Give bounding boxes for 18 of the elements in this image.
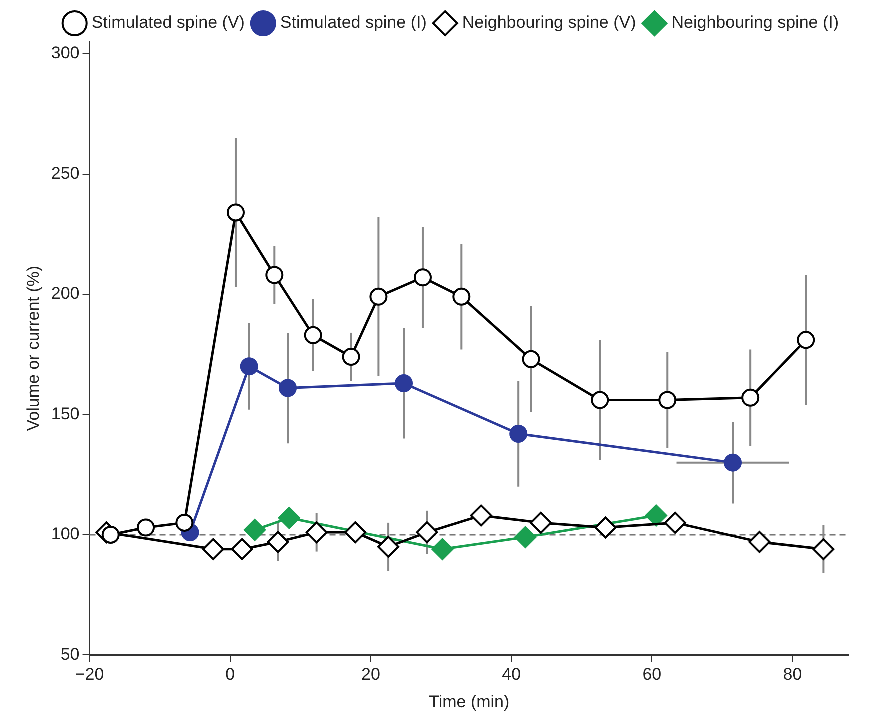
x-tick-label: 40 (502, 665, 522, 684)
legend-label: Stimulated spine (I) (280, 13, 427, 32)
y-tick-label: 100 (51, 524, 80, 544)
y-tick-label: 250 (51, 164, 80, 183)
x-tick-label: −20 (75, 665, 104, 684)
x-tick-label: 0 (226, 665, 236, 684)
x-axis-title: Time (min) (429, 692, 510, 712)
x-tick-label: 80 (783, 665, 802, 684)
legend-label: Neighbouring spine (I) (672, 13, 840, 32)
legend-label: Stimulated spine (V) (92, 13, 245, 32)
y-axis-title: Volume or current (%) (24, 266, 43, 432)
y-tick-label: 50 (60, 644, 80, 664)
x-tick-label: 20 (362, 665, 380, 684)
legend-label: Neighbouring spine (V) (462, 13, 636, 32)
y-tick-label: 200 (51, 284, 80, 304)
y-tick-label: 300 (51, 44, 80, 63)
x-tick-label: 60 (642, 665, 662, 684)
y-tick-label: 150 (51, 404, 80, 424)
